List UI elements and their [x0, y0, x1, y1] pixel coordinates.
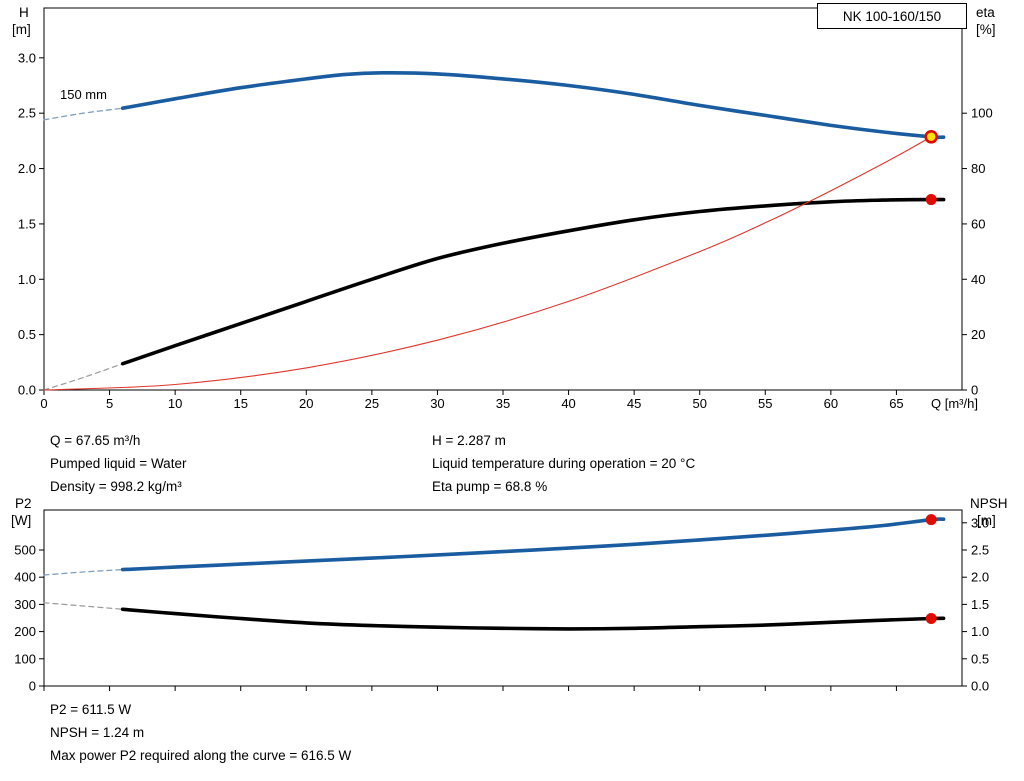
x-tick-label: 25 — [365, 396, 379, 411]
system-curve — [43, 136, 932, 391]
npsh-axis-title: NPSH — [970, 496, 1008, 511]
y-left-tick-label: 300 — [14, 597, 36, 612]
y-right-tick-label: 80 — [971, 161, 985, 176]
y-left-tick-label: 0.5 — [18, 327, 36, 342]
x-tick-label: 5 — [106, 396, 113, 411]
result-flow: Q = 67.65 m³/h — [50, 433, 141, 448]
npsh-curve-lead-dashed — [43, 602, 124, 610]
p2-curve-lead-dashed — [43, 568, 124, 576]
result-density: Density = 998.2 kg/m³ — [50, 479, 182, 494]
qh-eta-chart: 0 5 10 15 20 25 30 35 40 45 50 55 60 65 0.0 0.5 1.0 1.5 2.… — [18, 7, 993, 411]
y-left-tick-label: 1.0 — [18, 272, 36, 287]
eta-curve — [120, 197, 946, 366]
y-left-tick-label: 500 — [14, 542, 36, 557]
y-left-tick-label: 200 — [14, 624, 36, 639]
y-left-tick-label: 3.0 — [18, 50, 36, 65]
p2-point-marker — [925, 514, 937, 526]
head-curve-lead-dashed — [43, 107, 124, 121]
result-max-power: Max power P2 required along the curve = … — [50, 748, 352, 763]
x-tick-label: 20 — [299, 396, 313, 411]
impeller-size-label: 150 mm — [60, 87, 107, 102]
head-curve — [120, 70, 946, 140]
y-right-tick-label: 20 — [971, 327, 985, 342]
x-tick-label: 55 — [758, 396, 772, 411]
eta-point-marker — [925, 194, 937, 206]
result-eta: Eta pump = 68.8 % — [432, 479, 548, 494]
x-tick-label: 50 — [692, 396, 706, 411]
y-left-tick-label: 100 — [14, 651, 36, 666]
p2-axis-unit: [W] — [11, 513, 32, 528]
npsh-point-marker — [925, 613, 937, 625]
p2-axis-title: P2 — [15, 496, 32, 511]
h-axis-title: H — [19, 5, 29, 20]
result-npsh: NPSH = 1.24 m — [50, 725, 145, 740]
y-left-tick-label: 1.5 — [18, 216, 36, 231]
pump-model-label: NK 100-160/150 — [842, 8, 942, 24]
y-left-tick-label: 0.0 — [18, 383, 36, 398]
p2-npsh-chart: 0 100 200 300 400 500 0.0 0.5 1.0 1.5 2.0 2.5 3.0 — [14, 509, 989, 694]
y-right-tick-label: 1.5 — [971, 597, 989, 612]
y-right-tick-label: 40 — [971, 272, 985, 287]
y-right-tick-label: 60 — [971, 216, 985, 231]
x-tick-label: 10 — [168, 396, 182, 411]
duty-results-left: Q = 67.65 m³/h Pumped liquid = Water Den… — [50, 429, 186, 498]
npsh-axis-unit: [m] — [977, 513, 996, 528]
duty-point-marker — [924, 129, 938, 144]
y-left-tick-label: 2.0 — [18, 161, 36, 176]
x-tick-label: 40 — [561, 396, 575, 411]
y-right-tick-label: 0.5 — [971, 651, 989, 666]
x-tick-label: 30 — [430, 396, 444, 411]
x-tick-label: 65 — [889, 396, 903, 411]
y-right-tick-label: 3.0 — [971, 515, 989, 530]
y-right-tick-label: 2.0 — [971, 570, 989, 585]
plot-frame — [43, 509, 963, 687]
result-temperature: Liquid temperature during operation = 20… — [432, 456, 696, 471]
y-left-tick-label: 0 — [29, 679, 36, 694]
eta-curve-lead-dashed — [43, 363, 124, 391]
p2-curve — [120, 517, 946, 572]
y-right-tick-label: 0 — [971, 383, 978, 398]
result-liquid: Pumped liquid = Water — [50, 456, 187, 471]
h-axis-unit: [m] — [12, 22, 31, 37]
y-left-tick-label: 2.5 — [18, 106, 36, 121]
y-right-tick-label: 100 — [971, 106, 993, 121]
y-left-tick-label: 400 — [14, 570, 36, 585]
duty-results-right: H = 2.287 m Liquid temperature during op… — [432, 429, 695, 498]
power-results: P2 = 611.5 W NPSH = 1.24 m Max power P2 … — [50, 698, 351, 767]
x-axis-title: Q [m³/h] — [931, 396, 978, 411]
eta-axis-title: eta — [976, 5, 995, 20]
result-p2: P2 = 611.5 W — [50, 702, 132, 717]
eta-axis-unit: [%] — [976, 22, 996, 37]
x-tick-label: 15 — [233, 396, 247, 411]
y-right-tick-label: 2.5 — [971, 542, 989, 557]
result-head: H = 2.287 m — [432, 433, 506, 448]
x-tick-label: 45 — [627, 396, 641, 411]
plot-frame — [43, 7, 963, 391]
x-tick-label: 35 — [496, 396, 510, 411]
pump-model-box: NK 100-160/150 — [817, 3, 967, 29]
x-tick-label: 60 — [824, 396, 838, 411]
y-right-tick-label: 1.0 — [971, 624, 989, 639]
x-tick-label: 0 — [40, 396, 47, 411]
npsh-curve — [120, 607, 946, 631]
y-right-tick-label: 0.0 — [971, 679, 989, 694]
